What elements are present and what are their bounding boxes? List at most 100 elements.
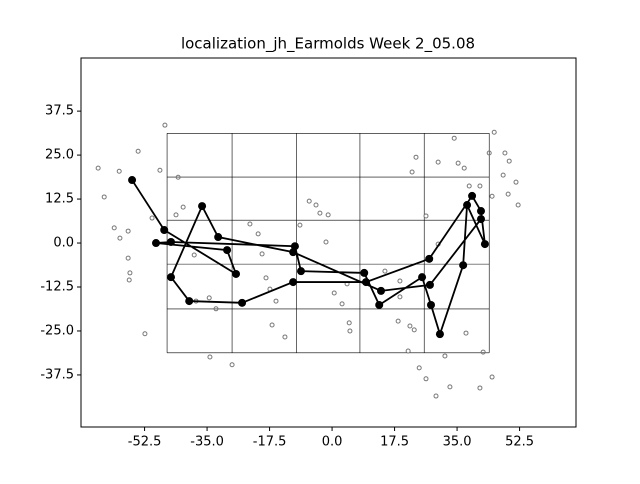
y-tick-label: 25.0: [45, 148, 74, 163]
path-marker: [160, 226, 169, 235]
scatter-point: [502, 150, 508, 156]
scatter-point: [259, 251, 265, 257]
scatter-point: [339, 301, 345, 307]
path-marker: [468, 191, 477, 200]
path-marker: [375, 300, 384, 309]
scatter-point: [505, 191, 511, 197]
scatter-point: [395, 318, 401, 324]
scatter-point: [489, 193, 495, 199]
path-marker: [185, 297, 194, 306]
scatter-point: [213, 306, 219, 312]
scatter-point: [207, 354, 213, 360]
y-tick-label: 37.5: [45, 104, 74, 119]
y-tick-label: 0.0: [53, 236, 74, 251]
scatter-point: [500, 172, 506, 178]
path-marker: [238, 298, 247, 307]
scatter-point: [191, 252, 197, 258]
path-marker: [198, 202, 207, 211]
scatter-point: [175, 174, 181, 180]
path-marker: [435, 330, 444, 339]
path-marker: [463, 201, 472, 210]
y-tick-label: -37.5: [40, 367, 74, 382]
scatter-point: [423, 376, 429, 382]
scatter-point: [135, 148, 141, 154]
scatter-point: [127, 270, 133, 276]
y-tick-label: 12.5: [45, 192, 74, 207]
scatter-point: [116, 168, 122, 174]
scatter-point: [263, 275, 269, 281]
scatter-point: [397, 278, 403, 284]
x-tick-label: 35.0: [443, 435, 472, 450]
scatter-point: [451, 135, 457, 141]
path-marker: [477, 207, 485, 216]
scatter-point: [247, 221, 253, 227]
scatter-point: [435, 159, 441, 165]
scatter-point: [506, 158, 512, 164]
path-marker: [425, 254, 434, 263]
scatter-point: [313, 202, 319, 208]
scatter-point: [142, 331, 148, 337]
scatter-point: [477, 385, 483, 391]
scatter-point: [273, 298, 279, 304]
scatter-point: [433, 393, 439, 399]
x-tick-label: -35.0: [190, 435, 224, 450]
scatter-point: [447, 384, 453, 390]
scatter-point: [149, 215, 155, 221]
scatter-point: [173, 212, 179, 218]
scatter-point: [397, 294, 403, 300]
chart-title: localization_jh_Earmolds Week 2_05.08: [181, 35, 475, 54]
scatter-point: [489, 374, 495, 380]
scatter-point: [382, 268, 388, 274]
axes-frame: [80, 57, 577, 428]
scatter-point: [317, 210, 323, 216]
x-tick-label: -17.5: [253, 435, 287, 450]
scatter-point: [461, 165, 467, 171]
scatter-point: [416, 365, 422, 371]
path-marker: [360, 268, 369, 277]
scatter-point: [101, 194, 107, 200]
scatter-point: [282, 334, 288, 340]
scatter-point: [229, 362, 235, 368]
path-marker: [167, 237, 175, 246]
scatter-point: [347, 328, 353, 334]
scatter-point: [111, 225, 117, 231]
y-tick-label: -12.5: [40, 279, 74, 294]
path-marker: [289, 248, 298, 257]
scatter-point: [180, 204, 186, 210]
scatter-point: [157, 167, 163, 173]
path-marker: [427, 300, 435, 309]
scatter-point: [407, 323, 413, 329]
scatter-point: [162, 122, 168, 128]
scatter-point: [423, 213, 429, 219]
scatter-point: [346, 320, 352, 326]
scatter-point: [442, 353, 448, 359]
scatter-point: [477, 183, 483, 189]
path-marker: [223, 246, 232, 255]
scatter-point: [297, 222, 303, 228]
scatter-point: [480, 349, 486, 355]
scatter-point: [486, 150, 492, 156]
scatter-point: [491, 129, 497, 135]
path-marker: [232, 269, 240, 278]
scatter-point: [463, 330, 469, 336]
scatter-point: [117, 235, 123, 241]
x-tick-label: -52.5: [128, 435, 162, 450]
scatter-point: [255, 231, 261, 237]
scatter-point: [466, 183, 472, 189]
scatter-point: [206, 295, 212, 301]
path-marker: [167, 273, 175, 282]
path-marker: [459, 261, 468, 270]
scatter-point: [515, 202, 521, 208]
scatter-point: [125, 228, 131, 234]
x-tick-label: 52.5: [505, 435, 534, 450]
scatter-point: [126, 277, 132, 283]
scatter-point: [269, 322, 275, 328]
scatter-point: [455, 160, 461, 166]
scatter-point: [323, 239, 329, 245]
path-marker: [477, 215, 485, 224]
scatter-point: [95, 165, 101, 171]
scatter-point: [306, 198, 312, 204]
scatter-point: [409, 169, 415, 175]
path-marker: [128, 176, 137, 185]
